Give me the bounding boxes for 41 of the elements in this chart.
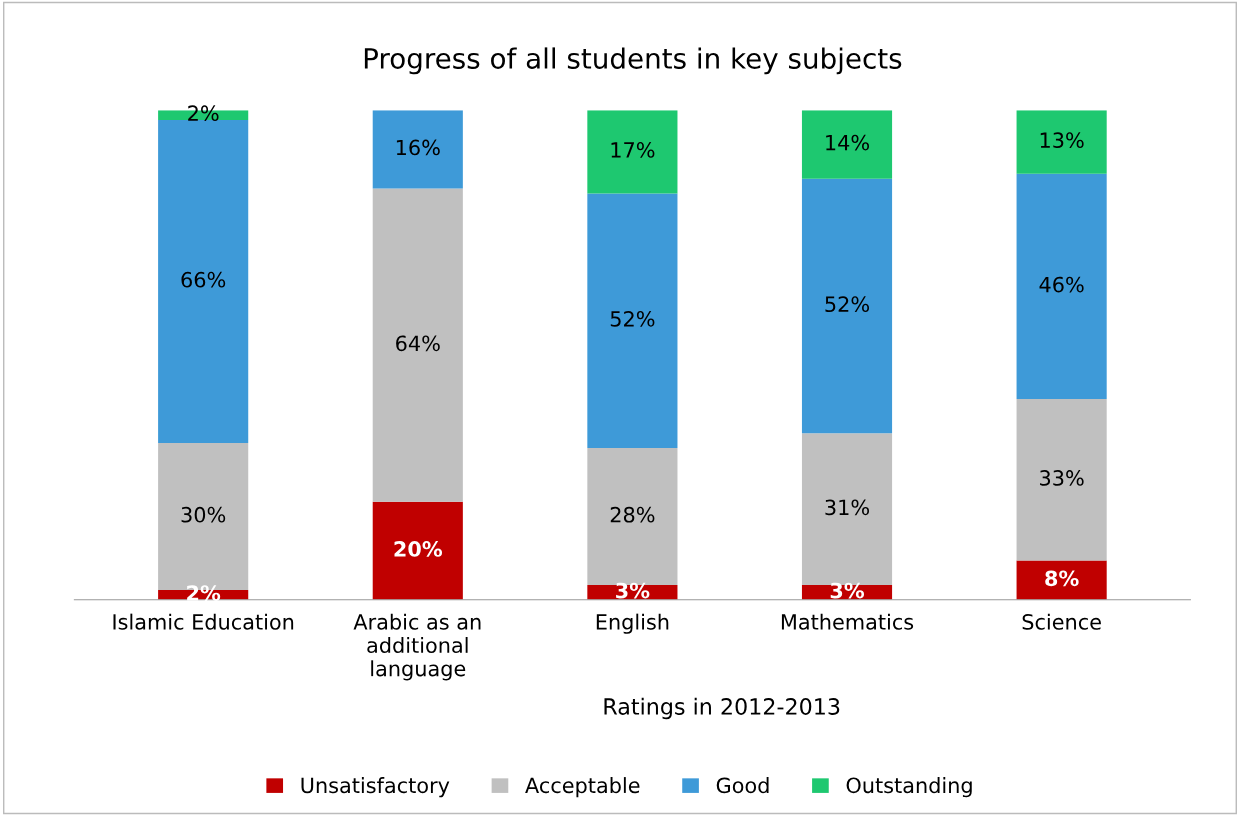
data-label: 64% (396, 335, 440, 352)
bar (587, 193, 678, 448)
legend-label: Acceptable (525, 777, 640, 798)
legend-label: Good (716, 777, 769, 794)
bar (1016, 560, 1107, 600)
data-label: 13% (1040, 132, 1084, 149)
data-label: 3% (616, 582, 650, 599)
data-label: 66% (181, 271, 226, 288)
data-label: 28% (610, 506, 655, 523)
bar (1016, 173, 1107, 400)
data-label: 52% (610, 310, 655, 327)
x-tick-label: Science (1022, 613, 1101, 630)
x-tick-label: Islamic Education (113, 613, 294, 630)
bar (1016, 399, 1107, 561)
bar (372, 110, 463, 189)
data-label: 17% (611, 142, 655, 158)
data-label: 8% (1045, 570, 1079, 587)
data-label: 20% (394, 541, 443, 557)
data-label: 30% (181, 506, 226, 523)
data-label: 46% (1039, 276, 1084, 293)
bar (1016, 110, 1107, 174)
bar (372, 188, 463, 502)
bar (801, 178, 893, 434)
x-tick-label: Mathematics (781, 613, 914, 630)
data-label: 2% (188, 105, 219, 122)
data-label: 16% (396, 139, 440, 156)
x-axis-title: Ratings in 2012-2013 (604, 697, 840, 720)
legend-label: Unsatisfactory (301, 777, 450, 798)
data-label: 3% (830, 582, 865, 599)
data-label: 31% (825, 499, 870, 516)
x-tick-label: Arabic as an additional language (353, 613, 481, 681)
bar (801, 110, 893, 179)
bar (587, 110, 678, 194)
legend-label: Outstanding (846, 777, 972, 798)
chart-title: Progress of all students in key subjects (364, 47, 902, 75)
bar (372, 501, 463, 600)
data-label: 33% (1040, 470, 1084, 486)
data-label: 52% (825, 296, 870, 313)
bar (158, 119, 249, 444)
x-tick-label: English (596, 613, 669, 634)
data-label: 14% (826, 134, 870, 151)
